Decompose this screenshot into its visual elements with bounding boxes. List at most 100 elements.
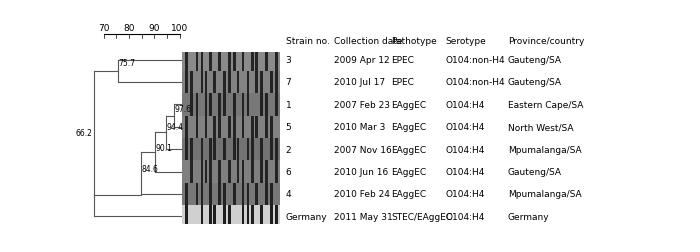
- Bar: [275, 53, 277, 72]
- Bar: [209, 94, 212, 116]
- Bar: [228, 205, 231, 224]
- Text: 7: 7: [286, 78, 291, 87]
- Text: 4: 4: [286, 190, 291, 199]
- Bar: [241, 116, 244, 138]
- Text: 3: 3: [286, 56, 291, 65]
- Bar: [183, 183, 280, 205]
- Bar: [185, 205, 188, 224]
- Text: 2: 2: [286, 145, 291, 154]
- Bar: [270, 205, 273, 224]
- Bar: [228, 161, 231, 183]
- Bar: [246, 183, 249, 205]
- Text: EAggEC: EAggEC: [391, 123, 426, 132]
- Bar: [204, 116, 207, 138]
- Text: EPEC: EPEC: [391, 78, 414, 87]
- Bar: [183, 138, 280, 161]
- Text: Germany: Germany: [508, 212, 550, 221]
- Bar: [275, 138, 277, 161]
- Bar: [233, 183, 235, 205]
- Bar: [223, 183, 226, 205]
- Bar: [204, 72, 207, 94]
- Text: O104:H4: O104:H4: [446, 123, 485, 132]
- Bar: [228, 53, 231, 72]
- Bar: [246, 138, 249, 161]
- Bar: [246, 94, 249, 116]
- Bar: [241, 161, 244, 183]
- Bar: [241, 205, 244, 224]
- Text: 6: 6: [286, 167, 291, 176]
- Bar: [260, 138, 263, 161]
- Text: O104:H4: O104:H4: [446, 145, 485, 154]
- Text: Mpumalanga/SA: Mpumalanga/SA: [508, 190, 582, 199]
- Bar: [233, 116, 235, 138]
- Text: EAggEC: EAggEC: [391, 145, 426, 154]
- Text: O104:non-H4: O104:non-H4: [446, 78, 505, 87]
- Text: O104:H4: O104:H4: [446, 101, 485, 109]
- Text: Strain no.: Strain no.: [286, 37, 330, 45]
- Text: 90: 90: [148, 24, 160, 33]
- Bar: [275, 161, 277, 183]
- Bar: [214, 138, 216, 161]
- Text: Gauteng/SA: Gauteng/SA: [508, 167, 562, 176]
- Bar: [260, 161, 263, 183]
- Bar: [218, 183, 221, 205]
- Text: 97.6: 97.6: [174, 105, 191, 114]
- Bar: [265, 53, 268, 72]
- Text: EAggEC: EAggEC: [391, 167, 426, 176]
- Bar: [260, 205, 263, 224]
- Text: 75.7: 75.7: [119, 59, 136, 68]
- Bar: [209, 205, 212, 224]
- Bar: [228, 116, 231, 138]
- Bar: [214, 205, 216, 224]
- Text: 2010 Mar 3: 2010 Mar 3: [335, 123, 386, 132]
- Bar: [190, 161, 193, 183]
- Bar: [183, 161, 280, 183]
- Text: Gauteng/SA: Gauteng/SA: [508, 78, 562, 87]
- Text: 80: 80: [123, 24, 135, 33]
- Text: 90.1: 90.1: [155, 143, 172, 152]
- Bar: [251, 161, 254, 183]
- Bar: [183, 72, 280, 94]
- Bar: [209, 183, 212, 205]
- Text: 2009 Apr 12: 2009 Apr 12: [335, 56, 390, 65]
- Text: O104:non-H4: O104:non-H4: [446, 56, 505, 65]
- Bar: [201, 205, 203, 224]
- Text: 100: 100: [171, 24, 188, 33]
- Text: 5: 5: [286, 123, 291, 132]
- Bar: [218, 53, 221, 72]
- Bar: [190, 72, 193, 94]
- Text: 2007 Feb 23: 2007 Feb 23: [335, 101, 391, 109]
- Bar: [246, 205, 249, 224]
- Bar: [241, 94, 244, 116]
- Bar: [256, 116, 258, 138]
- Text: Gauteng/SA: Gauteng/SA: [508, 56, 562, 65]
- Bar: [185, 53, 188, 72]
- Bar: [275, 94, 277, 116]
- Text: Collection date: Collection date: [335, 37, 402, 45]
- Bar: [228, 72, 231, 94]
- Bar: [218, 161, 221, 183]
- Bar: [246, 72, 249, 94]
- Bar: [201, 161, 203, 183]
- Text: EAggEC: EAggEC: [391, 101, 426, 109]
- Bar: [209, 161, 212, 183]
- Text: STEC/EAggEC: STEC/EAggEC: [391, 212, 452, 221]
- Bar: [270, 116, 273, 138]
- Text: 2007 Nov 16: 2007 Nov 16: [335, 145, 392, 154]
- Bar: [214, 116, 216, 138]
- Text: 1: 1: [286, 101, 291, 109]
- Bar: [183, 205, 280, 224]
- Bar: [183, 53, 280, 72]
- Text: 2010 Jul 17: 2010 Jul 17: [335, 78, 386, 87]
- Bar: [218, 94, 221, 116]
- Bar: [214, 72, 216, 94]
- Bar: [196, 116, 198, 138]
- Text: North West/SA: North West/SA: [508, 123, 573, 132]
- Text: Germany: Germany: [286, 212, 327, 221]
- Bar: [190, 138, 193, 161]
- Text: 66.2: 66.2: [75, 129, 92, 138]
- Bar: [183, 53, 280, 224]
- Bar: [251, 116, 254, 138]
- Text: O104:H4: O104:H4: [446, 212, 485, 221]
- Bar: [275, 72, 277, 94]
